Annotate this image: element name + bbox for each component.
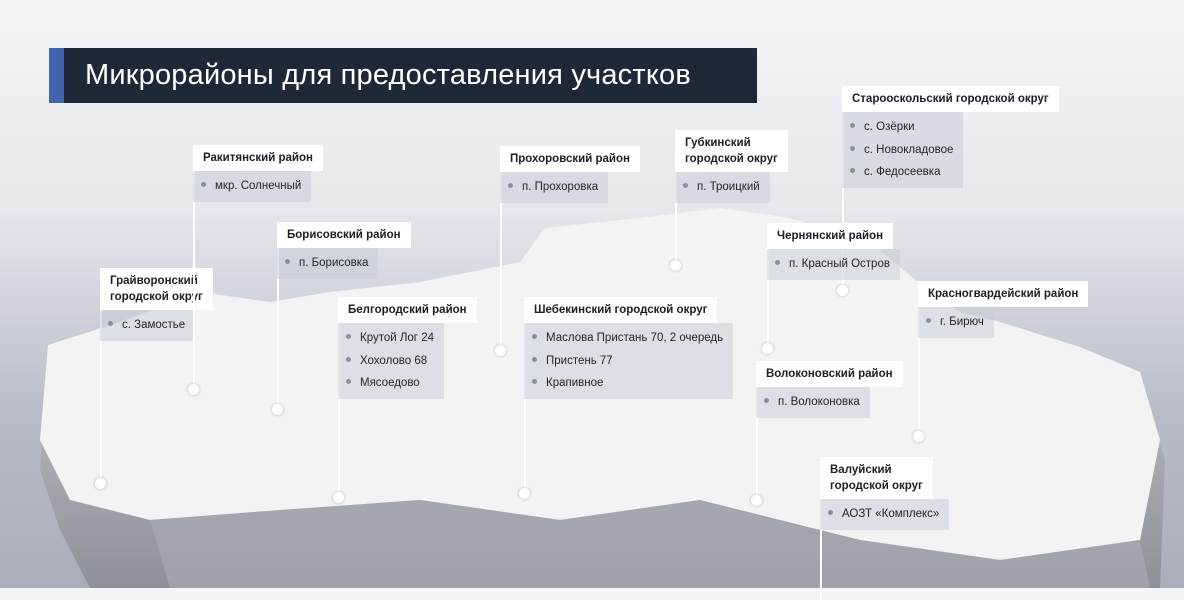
microdistrict-item: Маслова Пристань 70, 2 очередь — [532, 327, 723, 350]
microdistrict-item: п. Прохоровка — [508, 176, 598, 199]
location-marker — [762, 343, 773, 354]
district-name-line: Шебекинский городской округ — [534, 304, 708, 316]
callout: Старооскольский городской округ с. Озёрки… — [837, 86, 1059, 296]
microdistrict-item: АОЗТ «Комплекс» — [828, 503, 939, 526]
district-name-line: Чернянский район — [777, 230, 884, 242]
microdistrict-item: п. Красный Остров — [775, 253, 890, 276]
district-name: Валуйский городской округ — [820, 457, 933, 499]
district-name: Красногвардейский район — [918, 281, 1089, 307]
microdistrict-item: п. Борисовка — [285, 252, 368, 275]
district-name-line: Ракитянский район — [203, 152, 313, 164]
district-name-line: городской округ — [830, 480, 923, 492]
microdistrict-item: Крапивное — [532, 372, 723, 395]
leader-line — [842, 86, 844, 290]
microdistrict-item: п. Волоконовка — [764, 391, 860, 414]
location-marker — [913, 431, 924, 442]
callout: Белгородский район Крутой Лог 24 Хохолово … — [333, 297, 477, 503]
leader-line — [767, 223, 769, 348]
leader-line — [193, 145, 195, 389]
district-name-line: Борисовский район — [287, 229, 401, 241]
district-name: Волоконовский район — [756, 361, 903, 387]
district-name-line: Волоконовский район — [766, 368, 893, 380]
district-name: Грайворонский городской округ — [100, 268, 213, 310]
district-name-line: Грайворонский — [110, 275, 198, 287]
microdistrict-list: АОЗТ «Комплекс» — [820, 499, 950, 530]
microdistrict-list: п. Прохоровка — [500, 172, 609, 203]
microdistrict-item: Крутой Лог 24 — [346, 327, 434, 350]
district-name-line: Старооскольский городской округ — [852, 93, 1049, 105]
location-marker — [333, 492, 344, 503]
microdistrict-list: с. Замостье — [100, 310, 196, 341]
microdistrict-list: г. Бирюч — [918, 307, 994, 338]
location-marker — [495, 345, 506, 356]
microdistrict-list: п. Троицкий — [675, 172, 770, 203]
district-name-line: Валуйский — [830, 464, 892, 476]
callout: Губкинский городской округ п. Троицкий — [670, 130, 788, 271]
leader-line — [277, 222, 279, 409]
location-marker — [95, 478, 106, 489]
microdistrict-list: п. Красный Остров — [767, 249, 900, 280]
page-title: Микрорайоны для предоставления участков — [85, 59, 691, 91]
district-name-line: Прохоровский район — [510, 153, 630, 165]
location-marker — [670, 260, 681, 271]
district-name: Борисовский район — [277, 222, 411, 248]
title-accent — [49, 48, 64, 103]
district-name: Прохоровский район — [500, 146, 640, 172]
location-marker — [188, 384, 199, 395]
microdistrict-list: п. Волоконовка — [756, 387, 870, 418]
callout: Красногвардейский район г. Бирюч — [913, 281, 1089, 442]
leader-line — [918, 281, 920, 436]
microdistrict-item: Мясоедово — [346, 372, 434, 395]
location-marker — [837, 285, 848, 296]
callout: Шебекинский городской округ Маслова Прист… — [519, 297, 734, 499]
district-name-line: Красногвардейский район — [928, 288, 1079, 300]
callout: Чернянский район п. Красный Остров — [762, 223, 900, 354]
location-marker — [751, 495, 762, 506]
location-marker — [272, 404, 283, 415]
leader-line — [756, 361, 758, 500]
district-name: Чернянский район — [767, 223, 894, 249]
microdistrict-item: п. Троицкий — [683, 176, 760, 199]
microdistrict-item: г. Бирюч — [926, 311, 984, 334]
district-name: Белгородский район — [338, 297, 477, 323]
microdistrict-item: Хохолово 68 — [346, 350, 434, 373]
district-name-line: городской округ — [110, 291, 203, 303]
leader-line — [100, 268, 102, 483]
microdistrict-item: с. Замостье — [108, 314, 185, 337]
location-marker — [519, 488, 530, 499]
microdistrict-list: п. Борисовка — [277, 248, 379, 279]
microdistrict-list: Крутой Лог 24 Хохолово 68 Мясоедово — [338, 323, 444, 399]
microdistrict-item: мкр. Солнечный — [201, 175, 301, 198]
page-title-bar: Микрорайоны для предоставления участков — [49, 48, 757, 103]
microdistrict-item: с. Озёрки — [850, 116, 953, 139]
callout: Волоконовский район п. Волоконовка — [751, 361, 903, 506]
callout: Грайворонский городской округ с. Замостье — [95, 268, 213, 489]
district-name-line: городской округ — [685, 153, 778, 165]
callout: Борисовский район п. Борисовка — [272, 222, 411, 415]
callout: Прохоровский район п. Прохоровка — [495, 146, 640, 356]
microdistrict-list: мкр. Солнечный — [193, 171, 312, 202]
microdistrict-item: с. Федосеевка — [850, 161, 953, 184]
microdistrict-list: с. Озёрки с. Новокладовое с. Федосеевка — [842, 112, 964, 188]
callout: Ракитянский район мкр. Солнечный — [188, 145, 323, 395]
microdistrict-item: Пристень 77 — [532, 350, 723, 373]
district-name: Губкинский городской округ — [675, 130, 788, 172]
microdistrict-item: с. Новокладовое — [850, 139, 953, 162]
district-name-line: Губкинский — [685, 137, 751, 149]
district-name: Шебекинский городской округ — [524, 297, 718, 323]
microdistrict-list: Маслова Пристань 70, 2 очередь Пристень 7… — [524, 323, 734, 399]
district-name: Старооскольский городской округ — [842, 86, 1059, 112]
district-name: Ракитянский район — [193, 145, 323, 171]
leader-line — [500, 146, 502, 350]
district-name-line: Белгородский район — [348, 304, 467, 316]
callout: Валуйский городской округ АОЗТ «Комплекс» — [820, 457, 950, 600]
